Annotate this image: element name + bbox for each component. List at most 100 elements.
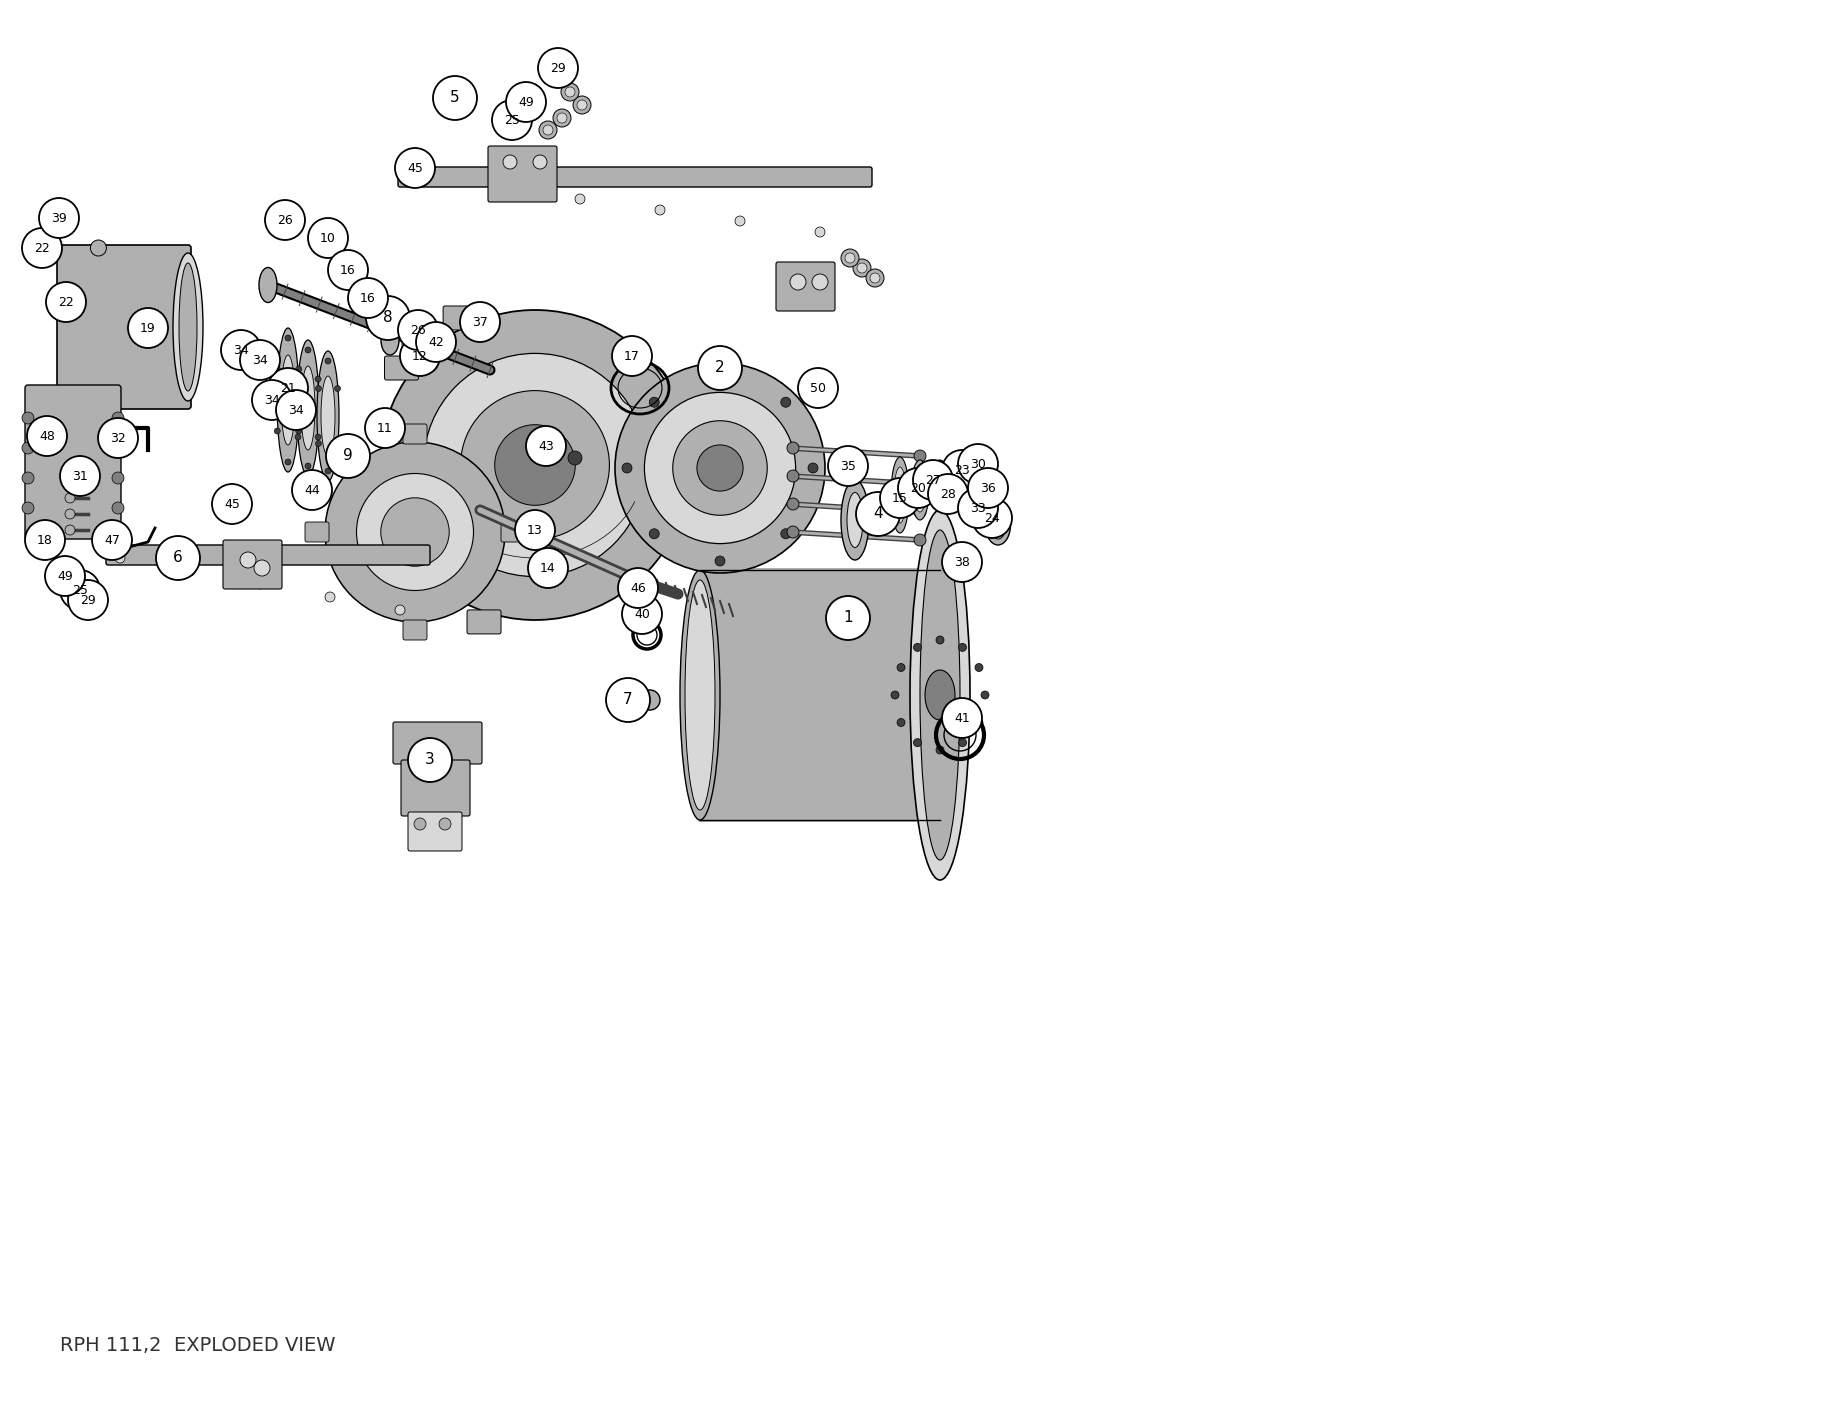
Circle shape — [407, 738, 453, 782]
Text: 1: 1 — [844, 611, 853, 625]
Circle shape — [495, 425, 575, 506]
Text: 36: 36 — [981, 482, 995, 495]
Circle shape — [845, 254, 855, 263]
Text: 41: 41 — [955, 712, 970, 724]
Circle shape — [736, 216, 745, 226]
Circle shape — [937, 636, 944, 644]
Ellipse shape — [422, 345, 438, 373]
Circle shape — [968, 468, 1008, 509]
Circle shape — [791, 275, 805, 290]
Circle shape — [891, 691, 898, 699]
Circle shape — [274, 427, 279, 434]
Circle shape — [316, 434, 321, 440]
Circle shape — [382, 497, 449, 566]
Circle shape — [27, 416, 68, 455]
Text: 49: 49 — [519, 95, 533, 108]
Text: 15: 15 — [893, 492, 908, 504]
Circle shape — [329, 249, 369, 290]
Text: 20: 20 — [909, 482, 926, 495]
Text: 32: 32 — [110, 432, 126, 444]
Circle shape — [716, 370, 725, 380]
FancyBboxPatch shape — [223, 539, 281, 588]
Circle shape — [416, 322, 456, 361]
Circle shape — [856, 263, 867, 273]
Text: 19: 19 — [141, 321, 155, 335]
Ellipse shape — [950, 458, 968, 502]
Circle shape — [623, 594, 663, 635]
Circle shape — [942, 698, 982, 738]
Ellipse shape — [298, 340, 320, 476]
Circle shape — [897, 664, 906, 671]
Circle shape — [782, 528, 791, 539]
Text: 37: 37 — [473, 315, 488, 328]
Circle shape — [533, 156, 548, 170]
Circle shape — [22, 502, 35, 514]
Ellipse shape — [685, 580, 716, 810]
Circle shape — [66, 493, 75, 503]
Circle shape — [716, 556, 725, 566]
Text: 11: 11 — [378, 422, 393, 434]
Text: 23: 23 — [955, 464, 970, 476]
FancyBboxPatch shape — [404, 425, 427, 444]
Circle shape — [915, 506, 926, 518]
FancyBboxPatch shape — [385, 356, 418, 380]
Circle shape — [115, 553, 124, 563]
Text: 48: 48 — [38, 430, 55, 443]
FancyBboxPatch shape — [407, 813, 462, 850]
Circle shape — [46, 282, 86, 322]
Ellipse shape — [179, 263, 197, 391]
FancyBboxPatch shape — [776, 262, 834, 311]
Circle shape — [975, 664, 982, 671]
Circle shape — [842, 249, 858, 268]
Circle shape — [491, 99, 531, 140]
Circle shape — [460, 303, 500, 342]
Text: 21: 21 — [279, 381, 296, 395]
Circle shape — [305, 462, 310, 469]
Circle shape — [937, 745, 944, 754]
FancyBboxPatch shape — [698, 567, 942, 822]
Text: 39: 39 — [51, 212, 68, 224]
Ellipse shape — [909, 510, 970, 880]
Circle shape — [415, 818, 425, 829]
Ellipse shape — [931, 460, 950, 510]
Circle shape — [897, 719, 906, 727]
FancyBboxPatch shape — [393, 722, 482, 764]
Circle shape — [394, 605, 405, 615]
Text: 9: 9 — [343, 448, 352, 464]
Circle shape — [111, 502, 124, 514]
Circle shape — [239, 552, 256, 567]
Circle shape — [502, 156, 517, 170]
Circle shape — [276, 389, 316, 430]
Circle shape — [553, 109, 572, 127]
Ellipse shape — [926, 670, 955, 720]
Text: 26: 26 — [278, 213, 292, 227]
Circle shape — [612, 336, 652, 375]
Circle shape — [506, 83, 546, 122]
Circle shape — [617, 567, 657, 608]
Circle shape — [880, 478, 920, 518]
Circle shape — [913, 643, 922, 651]
FancyBboxPatch shape — [398, 167, 873, 186]
Circle shape — [615, 363, 825, 573]
Circle shape — [111, 441, 124, 454]
Circle shape — [365, 296, 411, 340]
Text: 29: 29 — [550, 62, 566, 74]
Circle shape — [349, 277, 387, 318]
Text: 7: 7 — [623, 692, 634, 708]
Circle shape — [539, 120, 557, 139]
Circle shape — [606, 678, 650, 722]
FancyBboxPatch shape — [444, 305, 477, 331]
Circle shape — [564, 87, 575, 97]
Circle shape — [325, 359, 331, 364]
Circle shape — [542, 125, 553, 134]
Circle shape — [866, 269, 884, 287]
Ellipse shape — [966, 458, 984, 495]
Circle shape — [365, 408, 405, 448]
Circle shape — [433, 76, 477, 120]
Text: 49: 49 — [57, 569, 73, 583]
Ellipse shape — [321, 375, 334, 455]
Circle shape — [296, 434, 301, 440]
Circle shape — [539, 48, 579, 88]
Text: 12: 12 — [413, 349, 427, 363]
Text: 45: 45 — [407, 161, 424, 175]
